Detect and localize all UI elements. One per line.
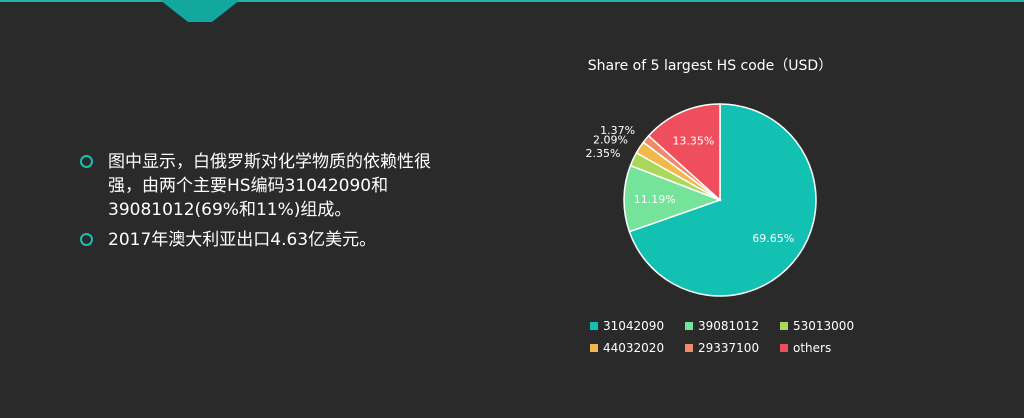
chart-title: Share of 5 largest HS code（USD）: [588, 58, 832, 74]
data-label-44032020: 2.09%: [593, 134, 628, 147]
data-label-others: 13.35%: [672, 134, 714, 147]
ring-bullet-icon: [80, 233, 93, 246]
legend-label-44032020: 44032020: [603, 341, 664, 355]
top-accent-rule: [0, 0, 1024, 2]
pie-slice-others: [647, 103, 721, 202]
bullet-text: 图中显示，白俄罗斯对化学物质的依赖性很强，由两个主要HS编码31042090和3…: [108, 152, 431, 220]
legend-swatch-39081012: [685, 322, 693, 330]
legend: 31042090 39081012 53013000 44032020 29337100…: [590, 319, 854, 355]
legend-label-others: others: [793, 341, 831, 355]
legend-swatch-31042090: [590, 322, 598, 330]
bullet-item: 2017年澳大利亚出口4.63亿美元。: [80, 228, 460, 252]
pie-slice-39081012: [623, 164, 723, 233]
bullet-list: 图中显示，白俄罗斯对化学物质的依赖性很强，由两个主要HS编码31042090和3…: [80, 150, 460, 258]
data-label-39081012: 11.19%: [634, 193, 676, 206]
ring-bullet-icon: [80, 155, 93, 168]
data-label-53013000: 2.35%: [586, 147, 621, 160]
data-label-31042090: 69.65%: [752, 232, 794, 245]
legend-swatch-44032020: [590, 344, 598, 352]
pie-slice-31042090: [628, 103, 817, 297]
bullet-text: 2017年澳大利亚出口4.63亿美元。: [108, 230, 377, 250]
pie-chart: Share of 5 largest HS code（USD） 69.65% 11…: [586, 58, 855, 355]
legend-swatch-29337100: [685, 344, 693, 352]
legend-label-31042090: 31042090: [603, 319, 664, 333]
pie-chart-container: Share of 5 largest HS code（USD） 69.65% 11…: [560, 40, 900, 380]
pie-labels: 69.65% 11.19% 2.35%2.09%1.37% 13.35%: [586, 124, 795, 245]
legend-swatch-53013000: [780, 322, 788, 330]
legend-label-53013000: 53013000: [793, 319, 854, 333]
legend-swatch-others: [780, 344, 788, 352]
bullet-item: 图中显示，白俄罗斯对化学物质的依赖性很强，由两个主要HS编码31042090和3…: [80, 150, 460, 222]
legend-label-29337100: 29337100: [698, 341, 759, 355]
pie-slices: [623, 103, 817, 297]
legend-label-39081012: 39081012: [698, 319, 759, 333]
top-decorative-tab: [160, 0, 240, 22]
data-label-29337100: 1.37%: [600, 124, 635, 137]
